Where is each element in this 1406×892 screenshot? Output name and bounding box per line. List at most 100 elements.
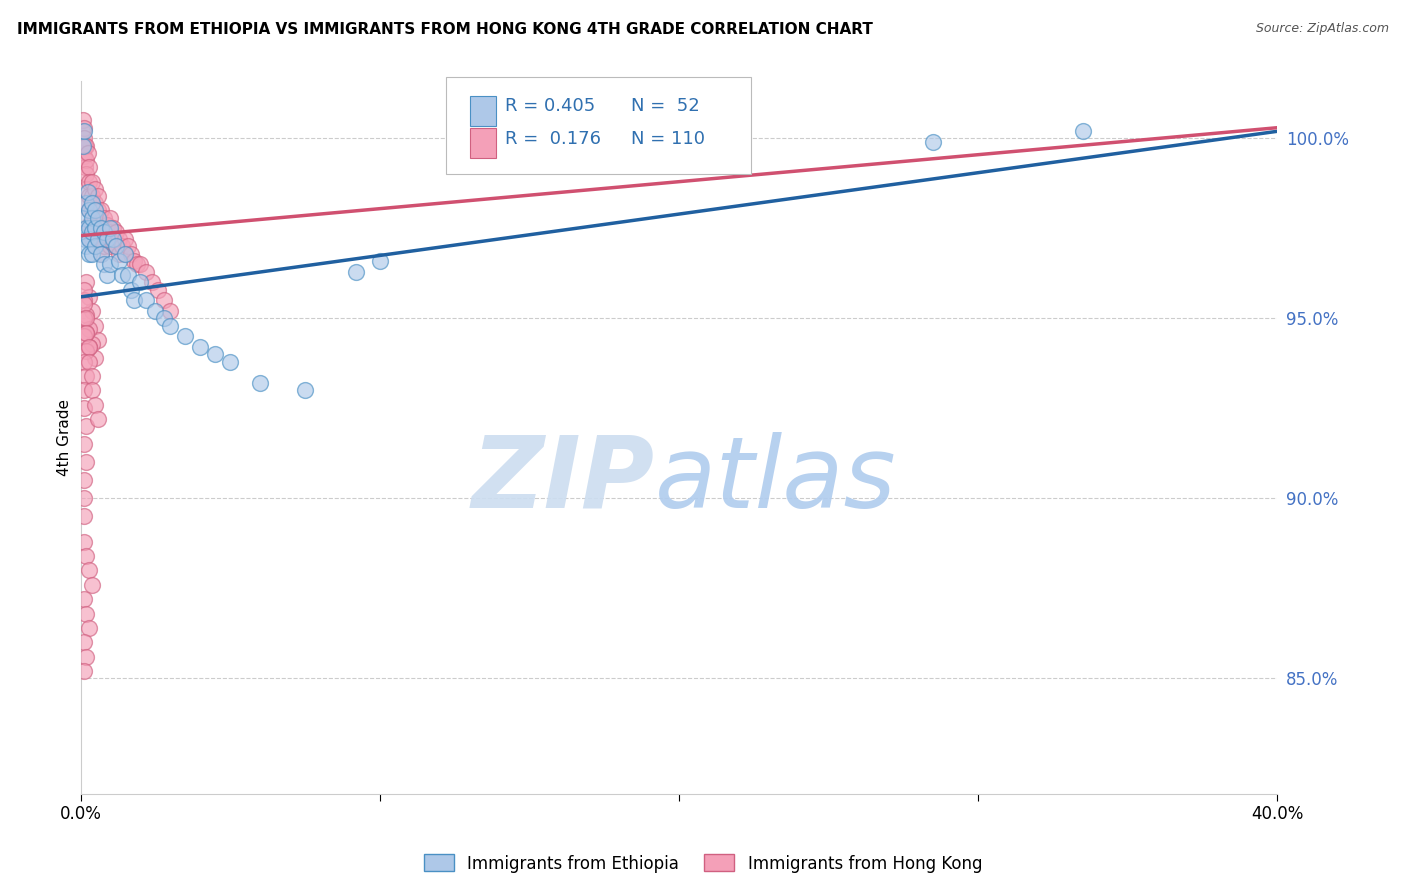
Point [153,293,176,308]
Point [174,329,197,343]
Point [148,283,170,297]
Point [72,329,94,343]
Point [100,239,122,253]
Point [79,340,101,354]
Point [72,592,94,607]
Point [77,186,100,200]
Point [79,621,101,635]
Point [114,246,136,260]
Point [72,437,94,451]
Point [127,257,149,271]
Point [108,246,131,260]
Point [188,340,211,354]
Point [108,232,131,246]
Point [100,211,122,225]
Point [135,265,157,279]
Point [76,607,98,621]
Point [103,232,125,246]
Text: ZIP: ZIP [472,432,655,529]
Point [120,283,142,297]
Point [84,221,107,235]
Point [117,239,139,253]
Text: N =  52: N = 52 [631,97,700,115]
Point [141,276,163,290]
Point [84,398,107,412]
Point [76,221,98,235]
Point [79,221,101,235]
Point [90,203,112,218]
Text: IMMIGRANTS FROM ETHIOPIA VS IMMIGRANTS FROM HONG KONG 4TH GRADE CORRELATION CHAR: IMMIGRANTS FROM ETHIOPIA VS IMMIGRANTS F… [17,22,873,37]
Point [90,221,112,235]
Point [114,246,136,260]
Point [72,138,94,153]
Point [82,211,104,225]
Point [76,369,98,384]
Point [82,246,104,260]
Point [84,182,107,196]
Point [368,253,391,268]
Point [143,304,166,318]
Point [344,265,367,279]
Point [79,340,101,354]
Point [79,232,101,246]
Point [76,138,98,153]
Point [72,138,94,153]
Point [79,161,101,175]
Point [77,145,100,160]
Point [79,203,101,218]
Point [84,225,107,239]
Point [79,203,101,218]
Point [96,232,118,246]
Point [84,211,107,225]
Point [70,124,93,138]
Point [82,225,104,239]
Point [129,257,152,271]
Point [204,347,226,361]
Point [84,203,107,218]
Point [79,175,101,189]
Point [84,239,107,253]
Point [76,455,98,469]
Point [87,211,110,225]
Point [111,239,134,253]
Point [100,221,122,235]
Legend: Immigrants from Ethiopia, Immigrants from Hong Kong: Immigrants from Ethiopia, Immigrants fro… [418,847,988,880]
FancyBboxPatch shape [470,95,496,126]
Point [82,175,104,189]
Point [72,635,94,649]
Point [72,293,94,308]
Point [76,168,98,182]
Point [72,311,94,326]
Point [72,124,94,138]
Point [84,196,107,211]
Point [87,232,110,246]
FancyBboxPatch shape [470,128,496,158]
Point [72,149,94,163]
Point [93,211,115,225]
Point [93,225,115,239]
Point [79,246,101,260]
Point [82,189,104,203]
Text: atlas: atlas [655,432,897,529]
Point [76,343,98,358]
Point [87,412,110,426]
Point [72,354,94,368]
Point [76,182,98,196]
Point [82,336,104,351]
Point [249,376,271,391]
Point [73,232,96,246]
Point [76,419,98,434]
Point [82,369,104,384]
Point [72,474,94,488]
Point [72,120,94,135]
Point [124,253,146,268]
Text: R =  0.176: R = 0.176 [505,130,602,148]
Point [79,564,101,578]
Point [1071,124,1094,138]
Text: N = 110: N = 110 [631,130,706,148]
Point [111,268,134,283]
Point [96,232,118,246]
Point [72,297,94,311]
Point [73,138,96,153]
Point [105,239,128,253]
